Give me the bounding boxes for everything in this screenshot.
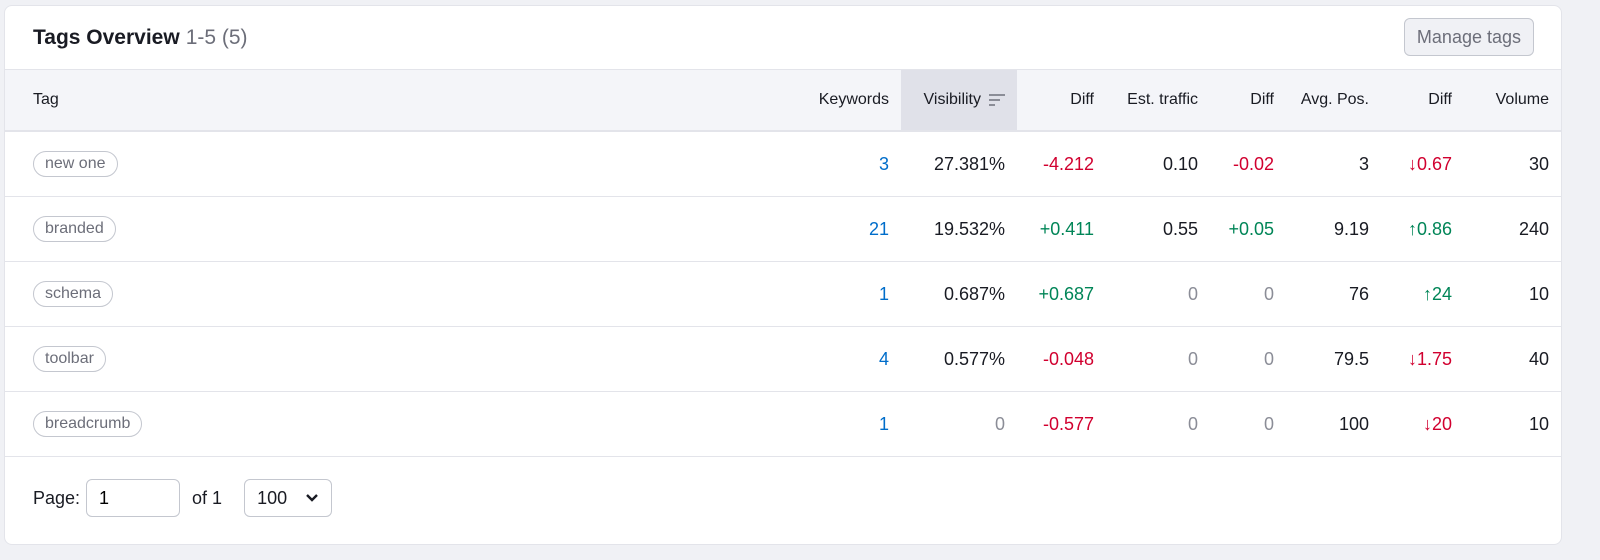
column-label: Diff xyxy=(1070,91,1094,108)
cell-pos-diff: ↓20 xyxy=(1381,391,1464,457)
cell-vis-diff: -0.577 xyxy=(1017,391,1106,457)
cell-avg-pos: 79.5 xyxy=(1286,326,1381,392)
cell-traffic: 0 xyxy=(1106,261,1210,327)
card-header: Tags Overview 1-5 (5) Manage tags xyxy=(5,6,1561,69)
cell-visibility: 19.532% xyxy=(901,196,1017,262)
column-label: Visibility xyxy=(923,91,982,108)
cell-avg-pos: 76 xyxy=(1286,261,1381,327)
cell-volume: 10 xyxy=(1464,261,1561,327)
cell-keywords: 3 xyxy=(801,131,901,197)
tags-table: Tag Keywords Visibility Diff Est. traffic Dif… xyxy=(5,69,1561,457)
tag-pill[interactable]: breadcrumb xyxy=(33,411,143,437)
table-row: branded 21 19.532% +0.411 0.55 +0.05 9.19 ↑0.86… xyxy=(5,196,1561,262)
tag-pill[interactable]: schema xyxy=(33,281,114,307)
cell-avg-pos: 9.19 xyxy=(1286,196,1381,262)
cell-keywords: 21 xyxy=(801,196,901,262)
column-header-diff-7[interactable]: Diff xyxy=(1381,69,1464,132)
tag-pill[interactable]: branded xyxy=(33,216,116,242)
cell-traffic-diff: 0 xyxy=(1210,261,1286,327)
cell-keywords: 1 xyxy=(801,391,901,457)
cell-vis-diff: +0.411 xyxy=(1017,196,1106,262)
manage-tags-button[interactable]: Manage tags xyxy=(1403,18,1534,56)
table-row: breadcrumb 1 0 -0.577 0 0 100 ↓20 10 xyxy=(5,391,1561,457)
cell-volume: 10 xyxy=(1464,391,1561,457)
cell-traffic-diff: 0 xyxy=(1210,391,1286,457)
cell-visibility: 0.687% xyxy=(901,261,1017,327)
cell-visibility: 0.577% xyxy=(901,326,1017,392)
cell-volume: 40 xyxy=(1464,326,1561,392)
column-label: Volume xyxy=(1495,91,1549,108)
cell-traffic: 0 xyxy=(1106,391,1210,457)
column-label: Keywords xyxy=(818,91,889,108)
cell-traffic: 0.55 xyxy=(1106,196,1210,262)
cell-avg-pos: 100 xyxy=(1286,391,1381,457)
tags-overview-card: Tags Overview 1-5 (5) Manage tags Tag Key… xyxy=(4,5,1562,545)
column-label: Diff xyxy=(1428,91,1452,108)
column-header-avg-pos-[interactable]: Avg. Pos. xyxy=(1286,69,1381,132)
keywords-link[interactable]: 1 xyxy=(878,413,889,434)
pagination: Page: of 1 100 xyxy=(5,457,1561,539)
cell-traffic-diff: +0.05 xyxy=(1210,196,1286,262)
keywords-link[interactable]: 3 xyxy=(878,153,889,174)
column-header-est-traffic[interactable]: Est. traffic xyxy=(1106,69,1210,132)
cell-tag: branded xyxy=(5,196,801,262)
column-header-keywords[interactable]: Keywords xyxy=(801,69,901,132)
cell-pos-diff: ↑24 xyxy=(1381,261,1464,327)
cell-tag: toolbar xyxy=(5,326,801,392)
per-page-select[interactable]: 100 xyxy=(244,479,333,517)
cell-tag: schema xyxy=(5,261,801,327)
cell-keywords: 4 xyxy=(801,326,901,392)
cell-traffic-diff: -0.02 xyxy=(1210,131,1286,197)
column-header-diff-5[interactable]: Diff xyxy=(1210,69,1286,132)
keywords-link[interactable]: 21 xyxy=(868,218,889,239)
keywords-link[interactable]: 1 xyxy=(878,283,889,304)
cell-pos-diff: ↑0.86 xyxy=(1381,196,1464,262)
cell-pos-diff: ↓0.67 xyxy=(1381,131,1464,197)
table-row: schema 1 0.687% +0.687 0 0 76 ↑24 10 xyxy=(5,261,1561,327)
column-label: Avg. Pos. xyxy=(1300,91,1369,108)
column-header-visibility[interactable]: Visibility xyxy=(901,69,1017,132)
cell-vis-diff: +0.687 xyxy=(1017,261,1106,327)
cell-traffic: 0.10 xyxy=(1106,131,1210,197)
cell-avg-pos: 3 xyxy=(1286,131,1381,197)
table-row: toolbar 4 0.577% -0.048 0 0 79.5 ↓1.75 40 xyxy=(5,326,1561,392)
cell-tag: new one xyxy=(5,131,801,197)
cell-pos-diff: ↓1.75 xyxy=(1381,326,1464,392)
page-total: of 1 xyxy=(192,487,223,508)
page-title: Tags Overview xyxy=(33,25,180,49)
tag-pill[interactable]: new one xyxy=(33,151,118,177)
column-label: Diff xyxy=(1250,91,1274,108)
chevron-down-icon xyxy=(306,494,318,502)
sort-icon xyxy=(989,93,1005,106)
per-page-value: 100 xyxy=(257,487,288,508)
column-header-diff-3[interactable]: Diff xyxy=(1017,69,1106,132)
column-header-tag[interactable]: Tag xyxy=(5,69,801,132)
cell-vis-diff: -4.212 xyxy=(1017,131,1106,197)
column-label: Tag xyxy=(33,91,59,108)
cell-visibility: 0 xyxy=(901,391,1017,457)
cell-volume: 240 xyxy=(1464,196,1561,262)
keywords-link[interactable]: 4 xyxy=(878,348,889,369)
cell-tag: breadcrumb xyxy=(5,391,801,457)
cell-volume: 30 xyxy=(1464,131,1561,197)
table-row: new one 3 27.381% -4.212 0.10 -0.02 3 ↓0.67 30 xyxy=(5,131,1561,197)
cell-vis-diff: -0.048 xyxy=(1017,326,1106,392)
column-label: Est. traffic xyxy=(1127,91,1198,108)
column-header-volume[interactable]: Volume xyxy=(1464,69,1561,132)
cell-traffic-diff: 0 xyxy=(1210,326,1286,392)
result-count: 1-5 (5) xyxy=(185,25,248,49)
cell-visibility: 27.381% xyxy=(901,131,1017,197)
page-input[interactable] xyxy=(86,479,181,517)
tag-pill[interactable]: toolbar xyxy=(33,346,106,372)
cell-keywords: 1 xyxy=(801,261,901,327)
table-header: Tag Keywords Visibility Diff Est. traffic Dif… xyxy=(5,69,1561,132)
page-label: Page: xyxy=(33,487,81,508)
cell-traffic: 0 xyxy=(1106,326,1210,392)
